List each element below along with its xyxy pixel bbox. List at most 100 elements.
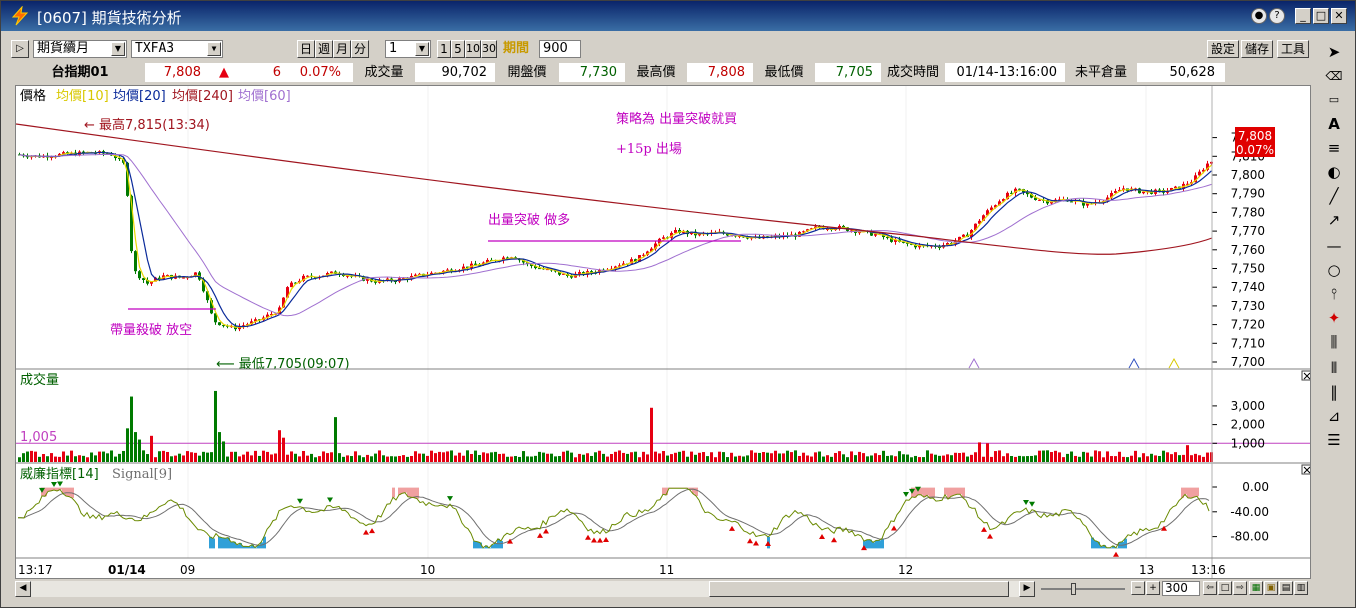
fan-tool-icon[interactable]: ⊿	[1327, 407, 1341, 425]
chevron-down-icon: ▼	[111, 42, 125, 56]
symbol-select[interactable]: TXFA3 ▼	[131, 40, 223, 58]
price-y-tick-label: 7,740	[1231, 280, 1265, 294]
candle-body	[958, 236, 961, 241]
zoom-slider-track[interactable]	[1041, 588, 1125, 590]
cursor-pointer-icon[interactable]: ➤	[1327, 43, 1341, 61]
candle-body	[1006, 192, 1009, 200]
volume-bar	[678, 451, 681, 462]
candle-body	[202, 279, 205, 292]
settings-button[interactable]: 設定	[1207, 40, 1239, 58]
volume-bar	[782, 453, 785, 462]
arrow-right-icon[interactable]: ⇨	[1233, 581, 1247, 595]
period-day-button[interactable]: 日	[297, 40, 315, 58]
volume-bar	[418, 453, 421, 462]
volume-bar	[890, 455, 893, 462]
candle-body	[530, 263, 533, 267]
tools-button[interactable]: 工具	[1277, 40, 1309, 58]
zoom-input[interactable]: 300	[1162, 581, 1200, 596]
grid-toggle-icon[interactable]: ▤	[1279, 581, 1293, 595]
eraser-icon[interactable]: ⌫	[1325, 69, 1343, 83]
minimize-button[interactable]: _	[1295, 8, 1311, 24]
wr-overbought-fill	[947, 487, 950, 500]
volume-bar	[126, 428, 129, 462]
wr-oversold-fill	[236, 544, 239, 549]
scroll-right-button[interactable]: ▶	[1019, 581, 1035, 597]
volume-bar	[538, 451, 541, 462]
volume-bar	[442, 452, 445, 462]
price-y-tick-label: 7,780	[1231, 205, 1265, 219]
chart-area[interactable]: ← 最高7,815(13:34) ⟵ 最低7,705(09:07) 策略為 出量突破…	[15, 85, 1311, 579]
candle-body	[538, 268, 541, 270]
parallel-lines-icon[interactable]: ‖	[1330, 383, 1338, 401]
period-week-button[interactable]: 週	[315, 40, 333, 58]
high-annotation: ← 最高7,815(13:34)	[84, 117, 210, 133]
period-month-button[interactable]: 月	[333, 40, 351, 58]
save-disk-icon[interactable]: ▣	[1264, 581, 1278, 595]
wr-overbought-fill	[1193, 487, 1196, 498]
buy-arrow-icon	[765, 540, 771, 546]
horizontal-scrollbar[interactable]: ◀ ▶	[15, 581, 1035, 597]
interval-5-button[interactable]: 5	[451, 40, 465, 58]
arrow-line-tool-icon[interactable]: ↗	[1327, 211, 1341, 229]
pin-tool-icon[interactable]: ⫯	[1330, 285, 1338, 303]
volume-bar	[970, 454, 973, 462]
candle-body	[562, 273, 565, 275]
exit-annotation: +15p 出場	[616, 142, 682, 157]
volume-bar	[402, 455, 405, 462]
eraser-all-icon[interactable]: ▭	[1328, 93, 1340, 106]
wr-oversold-fill	[212, 538, 215, 549]
circle-tool-icon[interactable]: ○	[1327, 261, 1341, 279]
layout-icon[interactable]: ▥	[1294, 581, 1308, 595]
zoom-out-icon[interactable]: −	[1131, 581, 1145, 595]
volume-bar	[234, 451, 237, 462]
wr-panel-close-icon[interactable]	[1301, 464, 1310, 475]
volume-bar	[1094, 450, 1097, 462]
scroll-thumb[interactable]	[709, 581, 1009, 597]
interval-30-button[interactable]: 30	[481, 40, 497, 58]
bar-tool-icon[interactable]: ⫼	[1330, 333, 1338, 351]
volume-bar	[946, 454, 949, 462]
candle-body	[902, 241, 905, 243]
volume-bar	[546, 453, 549, 462]
candle-body	[894, 239, 897, 242]
sell-arrow-icon	[1023, 500, 1029, 506]
color-picker-icon[interactable]: ◐	[1327, 163, 1341, 181]
vertical-lines-icon[interactable]: ⦀	[1330, 359, 1338, 377]
interval-10-button[interactable]: 10	[465, 40, 481, 58]
volume-bar	[1142, 453, 1145, 462]
save-button[interactable]: 儲存	[1241, 40, 1273, 58]
period-input[interactable]: 900	[539, 40, 581, 58]
volume-bar	[66, 455, 69, 462]
candle-body	[166, 274, 169, 276]
marker-tool-icon[interactable]: ✦	[1327, 309, 1341, 327]
volume-bar	[794, 450, 797, 462]
wr-overbought-fill	[401, 487, 404, 494]
square-icon[interactable]: □	[1218, 581, 1232, 595]
buy-arrow-icon	[819, 533, 825, 539]
horizontal-line-tool-icon[interactable]: —	[1326, 237, 1342, 255]
interval-1-button[interactable]: 1	[437, 40, 451, 58]
volume-bar	[42, 454, 45, 462]
candle-body	[982, 215, 985, 221]
product-select[interactable]: 期貨續月 ▼	[33, 40, 127, 58]
expand-panel-button[interactable]: ▷	[11, 40, 29, 58]
scroll-left-button[interactable]: ◀	[15, 581, 31, 597]
close-button[interactable]: ✕	[1331, 8, 1347, 24]
horizontal-lines-icon[interactable]: ≡	[1327, 139, 1341, 157]
excel-export-icon[interactable]: ▦	[1249, 581, 1263, 595]
line-tool-icon[interactable]: ╱	[1329, 187, 1339, 205]
period-minute-button[interactable]: 分	[351, 40, 369, 58]
arrow-left-icon[interactable]: ⇦	[1203, 581, 1217, 595]
text-tool-icon[interactable]: A	[1328, 115, 1340, 133]
volume-bar	[202, 451, 205, 462]
zoom-in-icon[interactable]: +	[1146, 581, 1160, 595]
help-icon[interactable]: ?	[1269, 8, 1285, 24]
fibonacci-tool-icon[interactable]: ☰	[1327, 431, 1341, 449]
volume-bar	[938, 455, 941, 462]
maximize-button[interactable]: □	[1313, 8, 1329, 24]
price-panel-close-icon[interactable]	[1301, 370, 1310, 381]
interval-select[interactable]: 1 ▼	[385, 40, 431, 58]
app-link-icon[interactable]: ●	[1251, 8, 1267, 24]
zoom-slider-handle[interactable]	[1071, 583, 1076, 595]
